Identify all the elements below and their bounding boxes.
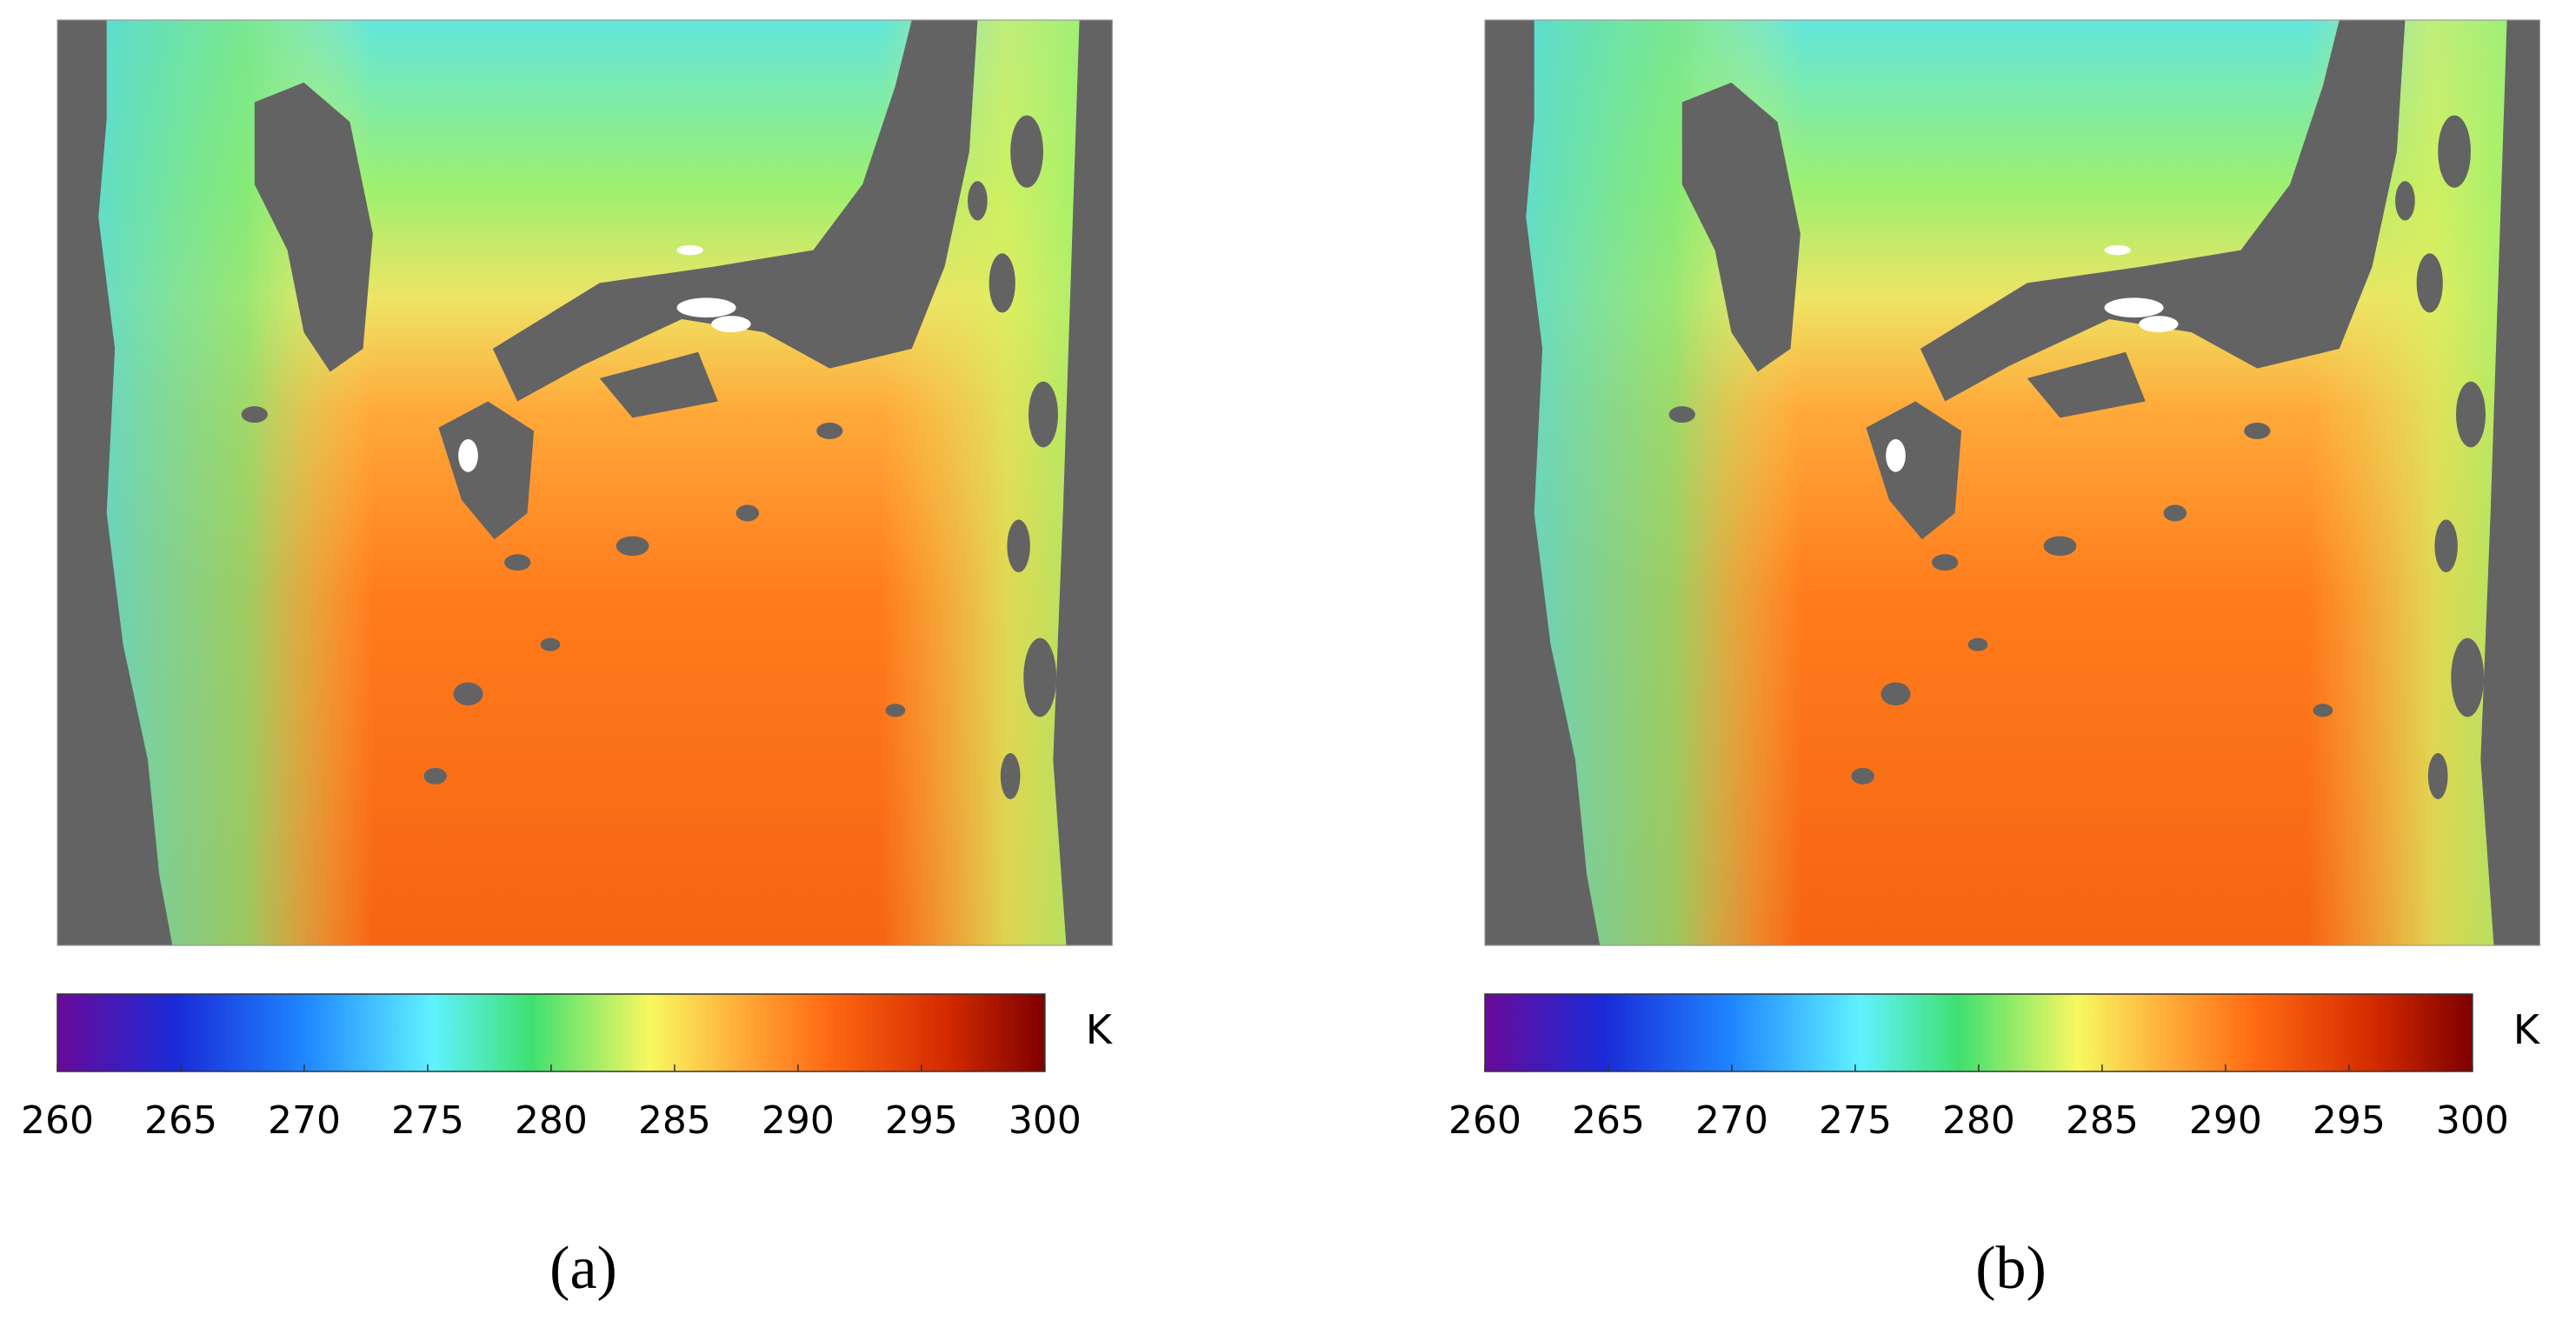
missing-data: [676, 244, 703, 256]
cloud-mask: [2395, 181, 2415, 221]
cloud-mask: [1028, 381, 1059, 448]
cloud-mask: [2416, 253, 2443, 313]
cloud-mask: [2434, 519, 2458, 573]
colorbar: [57, 993, 1046, 1072]
land: [1866, 401, 1962, 540]
colorbar-tick-label: 260: [21, 1098, 94, 1143]
colorbar-tick-label: 300: [2436, 1098, 2509, 1143]
cloud-mask: [2244, 423, 2271, 439]
colorbar-tick-label: 300: [1008, 1098, 1082, 1143]
cloud-mask: [988, 253, 1015, 313]
land: [57, 20, 173, 946]
land: [438, 401, 535, 540]
land: [492, 20, 978, 402]
cloud-mask: [2163, 504, 2187, 522]
colorbar-tick-label: 265: [144, 1098, 217, 1143]
colorbar-tick-label: 280: [515, 1098, 588, 1143]
land: [1053, 20, 1113, 946]
cloud-mask: [2427, 752, 2448, 799]
cloud-mask: [453, 682, 483, 706]
colorbar-tick-label: 290: [2189, 1098, 2262, 1143]
colorbar-tick-label: 280: [1942, 1098, 2015, 1143]
panel-label: (a): [549, 1235, 617, 1302]
map-frame: [1484, 19, 2540, 946]
colorbar-tick-label: 270: [268, 1098, 341, 1143]
cloud-mask: [1932, 554, 1959, 571]
cloud-mask: [1851, 767, 1874, 784]
cloud-mask: [885, 704, 906, 717]
missing-data: [2139, 316, 2179, 333]
map: [1484, 19, 2540, 946]
cloud-mask: [1967, 637, 1988, 651]
land: [1681, 82, 1801, 372]
panel-label: (b): [1975, 1235, 2047, 1302]
cloud-mask: [816, 423, 843, 439]
missing-data: [2104, 297, 2164, 318]
cloud-mask: [1010, 115, 1043, 188]
land: [1920, 20, 2406, 402]
missing-data: [711, 316, 751, 333]
colorbar-tick-label: 295: [885, 1098, 958, 1143]
panel: K 260 265 270 275 280 285 290 295 300 (b): [1448, 19, 2541, 1302]
cloud-mask: [241, 406, 268, 424]
cloud-mask: [968, 181, 988, 221]
colorbar-tick-label: 270: [1695, 1098, 1768, 1143]
cloud-mask: [540, 637, 561, 651]
colorbar-unit: K: [2513, 1006, 2541, 1053]
cloud-mask: [1000, 752, 1021, 799]
cloud-mask: [616, 536, 649, 557]
colorbar-unit: K: [1086, 1006, 1114, 1053]
cloud-mask: [2438, 115, 2471, 188]
missing-data: [1886, 438, 1906, 472]
colorbar-tick-label: 290: [762, 1098, 835, 1143]
cloud-mask: [504, 554, 531, 571]
cloud-mask: [736, 504, 760, 522]
land: [254, 82, 373, 372]
missing-data: [2104, 244, 2131, 256]
land: [1485, 20, 1601, 946]
colorbar-tick-label: 260: [1448, 1098, 1521, 1143]
map-frame: [57, 19, 1113, 946]
cloud-mask: [423, 767, 447, 784]
cloud-mask: [1007, 519, 1030, 573]
cloud-mask: [2455, 381, 2486, 448]
cloud-mask: [2313, 704, 2333, 717]
colorbar: [1484, 993, 2473, 1072]
colorbar-tick-label: 265: [1572, 1098, 1645, 1143]
cloud-mask: [1023, 637, 1057, 717]
colorbar-tick-label: 285: [638, 1098, 711, 1143]
panel: K 260 265 270 275 280 285 290 295 300 (a): [21, 19, 1114, 1302]
land: [599, 351, 718, 418]
missing-data: [458, 438, 478, 472]
land: [2480, 20, 2540, 946]
colorbar-tick-label: 285: [2066, 1098, 2139, 1143]
colorbar-tick-label: 275: [1819, 1098, 1892, 1143]
colorbar-tick-label: 275: [391, 1098, 464, 1143]
land: [2027, 351, 2146, 418]
cloud-mask: [1668, 406, 1695, 424]
map: [57, 19, 1113, 946]
cloud-mask: [2043, 536, 2077, 557]
cloud-mask: [2451, 637, 2485, 717]
missing-data: [676, 297, 736, 318]
cloud-mask: [1880, 682, 1911, 706]
colorbar-tick-label: 295: [2313, 1098, 2386, 1143]
